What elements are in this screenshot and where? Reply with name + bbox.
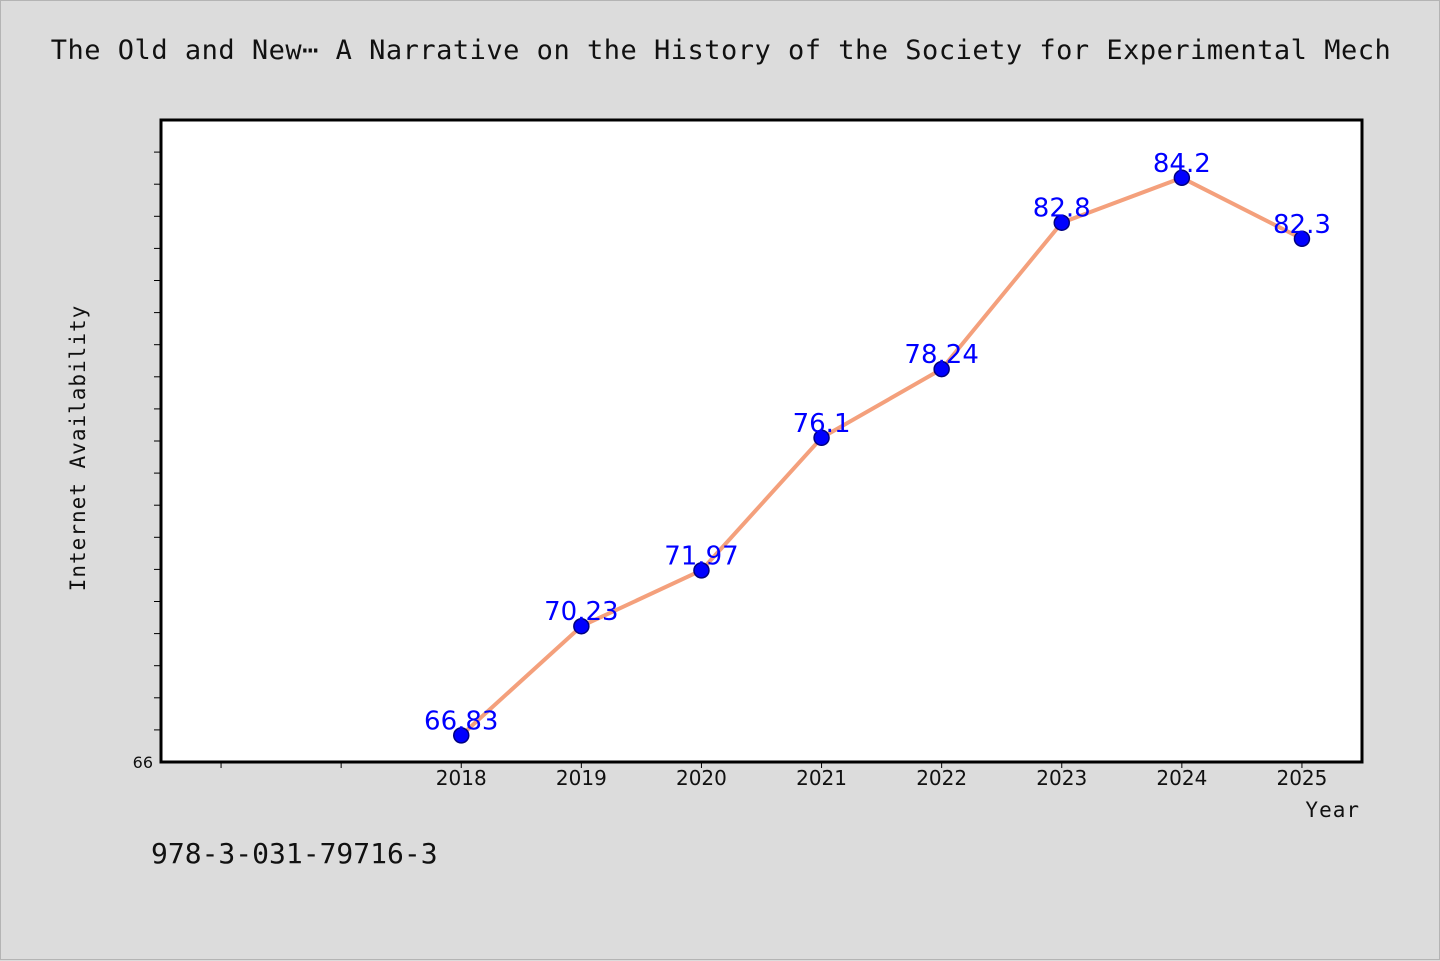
data-labels-layer: 66.83 70.23 71.97 76.1 78.24 82.8 84.2 82.3 (424, 149, 1331, 737)
x-tick-label: 2021 (796, 766, 847, 790)
plot-area (159, 118, 1364, 764)
data-point (1173, 169, 1191, 187)
data-label: 82.3 (1273, 210, 1331, 240)
data-label: 76.1 (793, 409, 851, 439)
data-label: 70.23 (544, 597, 618, 627)
x-tick-label: 2020 (676, 766, 727, 790)
isbn-label: 978-3-031-79716-3 (151, 837, 438, 870)
y-axis-label: Internet Availability (66, 305, 90, 592)
data-point (693, 562, 710, 579)
chart-title: The Old and New⋯ A Narrative on the Hist… (50, 35, 1392, 66)
x-tick-label: 2018 (436, 766, 487, 790)
data-point (573, 617, 590, 635)
x-axis-label: Year (1305, 798, 1360, 822)
data-label: 78.24 (904, 340, 978, 370)
y-axis-ticks: 66 (133, 151, 161, 772)
data-point (933, 360, 950, 378)
series-line (459, 175, 1303, 737)
data-point (1293, 230, 1311, 248)
x-tick-label: 2023 (1036, 766, 1087, 790)
x-tick-label: 2022 (916, 766, 967, 790)
data-point (813, 429, 830, 447)
y-tick-label: 66 (133, 753, 153, 772)
data-label: 71.97 (664, 541, 738, 571)
x-tick-label: 2024 (1156, 766, 1207, 790)
x-tick-label: 2025 (1276, 766, 1327, 790)
data-point (1053, 214, 1070, 231)
data-label: 82.8 (1033, 194, 1091, 224)
data-label: 66.83 (424, 706, 498, 736)
series-layer (453, 169, 1311, 744)
data-label: 84.2 (1153, 149, 1211, 179)
data-point (453, 727, 470, 744)
x-tick-label: 2019 (556, 766, 607, 790)
x-axis-ticks: 2018 2019 2020 2021 2022 2023 2024 2025 (220, 762, 1327, 790)
